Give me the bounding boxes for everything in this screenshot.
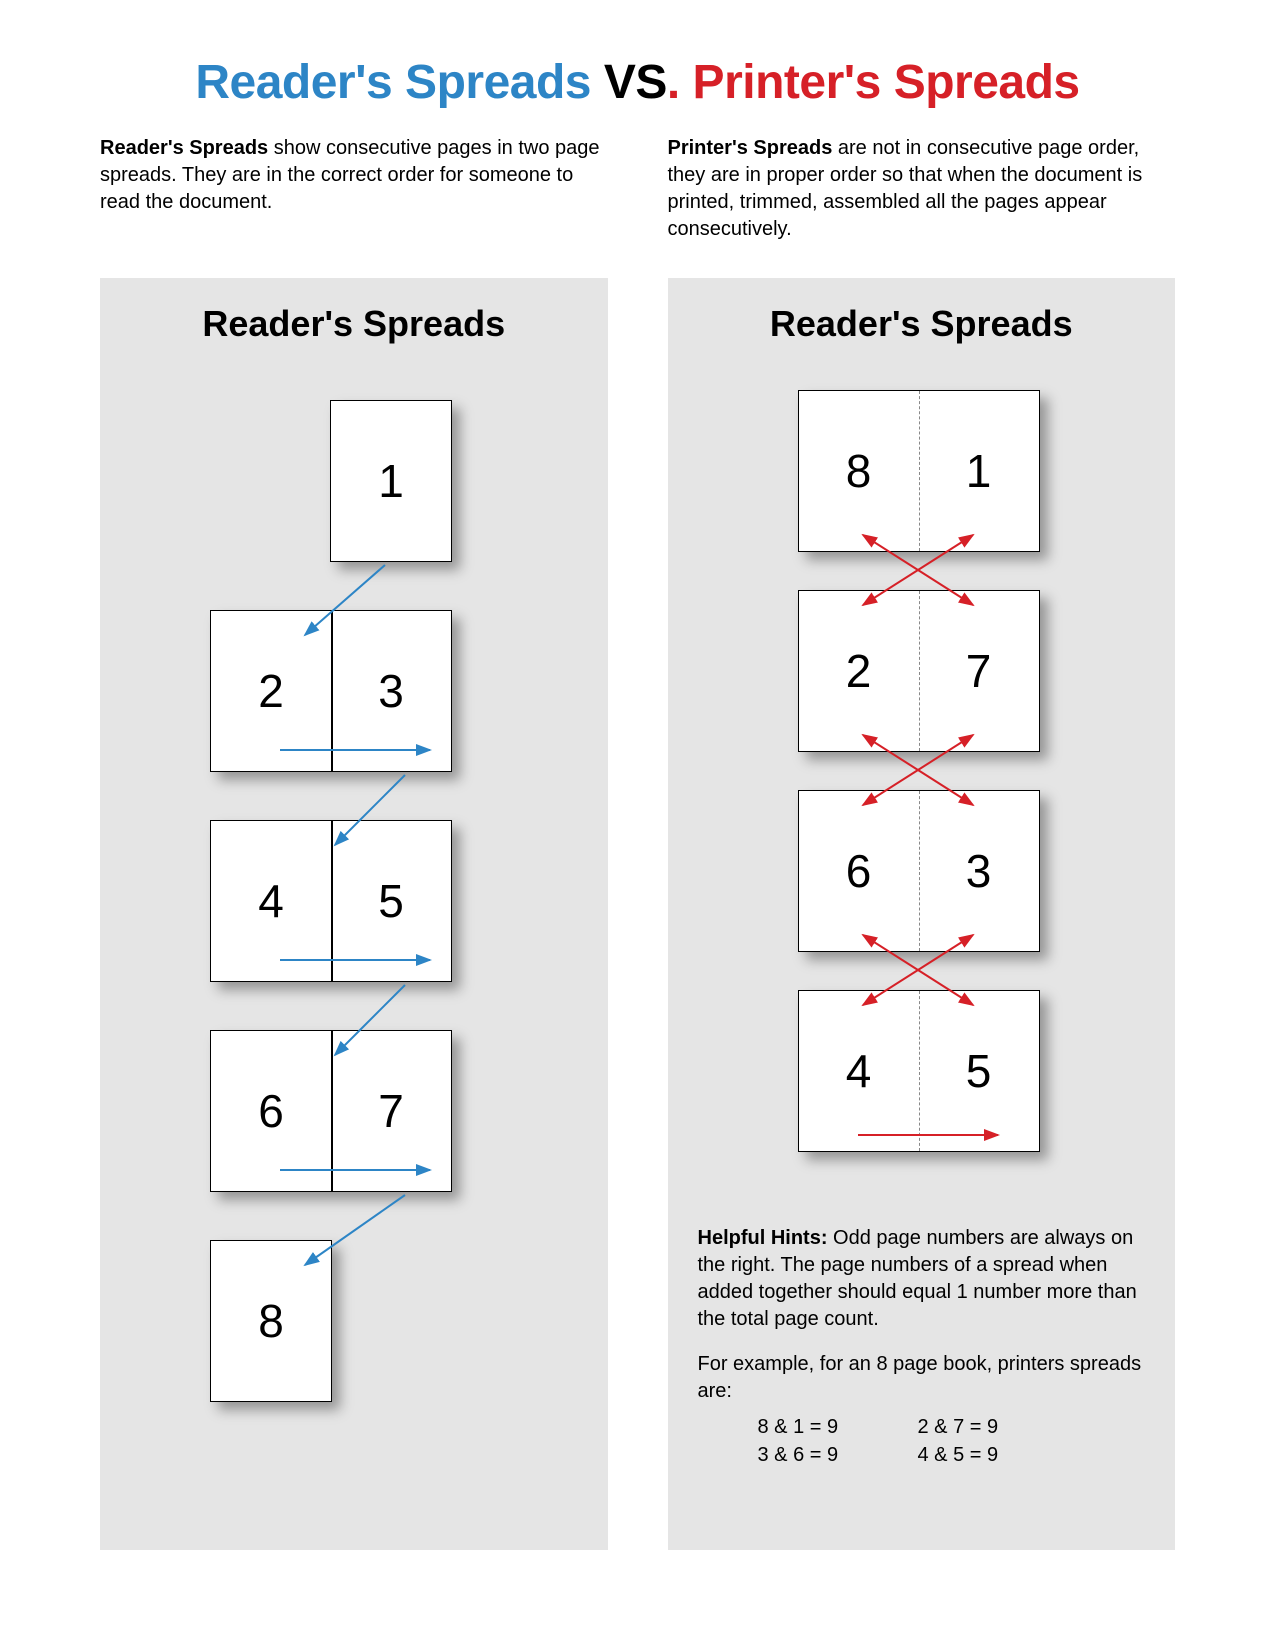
single-page: 8 — [210, 1240, 332, 1402]
page-number: 5 — [331, 874, 451, 928]
hints-label: Helpful Hints: — [698, 1227, 828, 1249]
intro-left: Reader's Spreads show consecutive pages … — [100, 135, 608, 243]
page-number: 1 — [331, 454, 451, 508]
spread-page: 63 — [798, 790, 1040, 952]
intro-left-bold: Reader's Spreads — [100, 137, 268, 159]
page-number: 6 — [211, 1084, 331, 1138]
hints-math: 8 & 1 = 92 & 7 = 93 & 6 = 94 & 5 = 9 — [698, 1413, 1146, 1469]
spread-page: 27 — [798, 590, 1040, 752]
printers-panel: Reader's Spreads 81 27 63 45 Helpful Hints:… — [668, 278, 1176, 1550]
page-number: 2 — [211, 664, 331, 718]
page-number: 3 — [919, 844, 1039, 898]
page-number: 8 — [799, 444, 919, 498]
title-right: Printer's Spreads — [693, 56, 1080, 109]
page-number: 7 — [919, 644, 1039, 698]
spread-page: 81 — [798, 390, 1040, 552]
main-title: Reader's Spreads VS. Printer's Spreads — [100, 55, 1175, 110]
panels-row: Reader's Spreads 12345678 Reader's Sprea… — [100, 278, 1175, 1550]
title-left: Reader's Spreads — [195, 56, 591, 109]
hint-equation: 3 & 6 = 9 — [758, 1441, 918, 1469]
readers-panel-title: Reader's Spreads — [130, 303, 578, 345]
title-dot: . — [667, 56, 680, 109]
hints-example-intro: For example, for an 8 page book, printer… — [698, 1351, 1146, 1405]
page-number: 8 — [211, 1294, 331, 1348]
intro-right-bold: Printer's Spreads — [668, 137, 833, 159]
spread-page: 67 — [210, 1030, 452, 1192]
title-vs: VS — [604, 56, 667, 109]
hint-equation: 2 & 7 = 9 — [918, 1413, 1078, 1441]
spread-page: 45 — [210, 820, 452, 982]
page-number: 7 — [331, 1084, 451, 1138]
page-number: 4 — [799, 1044, 919, 1098]
readers-panel: Reader's Spreads 1 23 45 67 8 — [100, 278, 608, 1550]
page-number: 5 — [919, 1044, 1039, 1098]
hints-block: Helpful Hints: Odd page numbers are alwa… — [698, 1225, 1146, 1469]
page-number: 1 — [919, 444, 1039, 498]
hint-equation: 8 & 1 = 9 — [758, 1413, 918, 1441]
page-number: 3 — [331, 664, 451, 718]
intro-right: Printer's Spreads are not in consecutive… — [668, 135, 1176, 243]
spread-page: 45 — [798, 990, 1040, 1152]
page-number: 4 — [211, 874, 331, 928]
single-page: 1 — [330, 400, 452, 562]
readers-stage: 1 23 45 67 8 — [130, 380, 578, 1510]
spread-page: 23 — [210, 610, 452, 772]
printers-stage: 81 27 63 45 — [698, 380, 1146, 1200]
page-number: 2 — [799, 644, 919, 698]
hint-equation: 4 & 5 = 9 — [918, 1441, 1078, 1469]
page-number: 6 — [799, 844, 919, 898]
intro-row: Reader's Spreads show consecutive pages … — [100, 135, 1175, 243]
printers-panel-title: Reader's Spreads — [698, 303, 1146, 345]
